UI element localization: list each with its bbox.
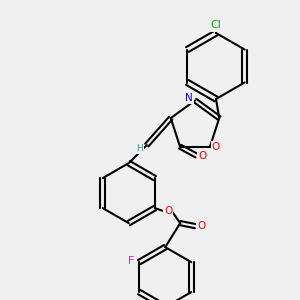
Text: H: H	[136, 144, 142, 153]
Text: O: O	[164, 206, 172, 216]
Text: O: O	[197, 221, 206, 231]
Text: O: O	[212, 142, 220, 152]
Text: N: N	[185, 92, 193, 103]
Text: Cl: Cl	[211, 20, 221, 31]
Text: O: O	[198, 151, 207, 160]
Text: F: F	[128, 256, 134, 266]
